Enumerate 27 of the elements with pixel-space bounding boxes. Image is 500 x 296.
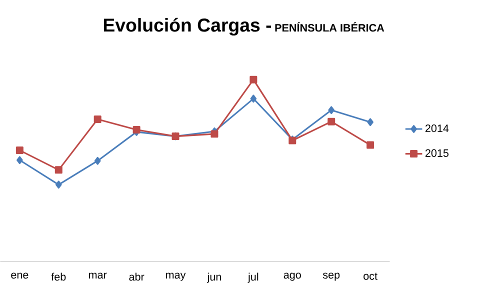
point (328, 106, 335, 114)
x-tick-label: jul (248, 272, 258, 283)
point (210, 130, 218, 138)
x-tick-label: ene (11, 272, 28, 279)
x-tick-label: ago (284, 272, 301, 281)
x-tick-label: feb (51, 272, 66, 281)
point (55, 180, 62, 189)
point (16, 156, 23, 164)
x-tick-label: may (166, 272, 186, 281)
point (250, 94, 257, 103)
point (94, 116, 102, 124)
point (250, 76, 258, 84)
point (16, 146, 24, 154)
x-tick-label: sep (322, 272, 340, 281)
x-tick-label: abr (129, 272, 144, 281)
point (366, 141, 374, 149)
legend-label: 2014 (425, 124, 449, 132)
legend-label: 2015 (425, 149, 449, 157)
chart-title: Evolución Cargas - (104, 18, 272, 36)
x-tick-label: jun (207, 272, 221, 283)
point (94, 156, 101, 165)
point (328, 118, 336, 126)
point (54, 166, 62, 174)
point (367, 118, 374, 126)
x-tick-label: oct (364, 272, 378, 280)
chart-subtitle: PENÍNSULA IBÉRICA (275, 22, 384, 32)
x-tick-label: mar (89, 272, 107, 279)
